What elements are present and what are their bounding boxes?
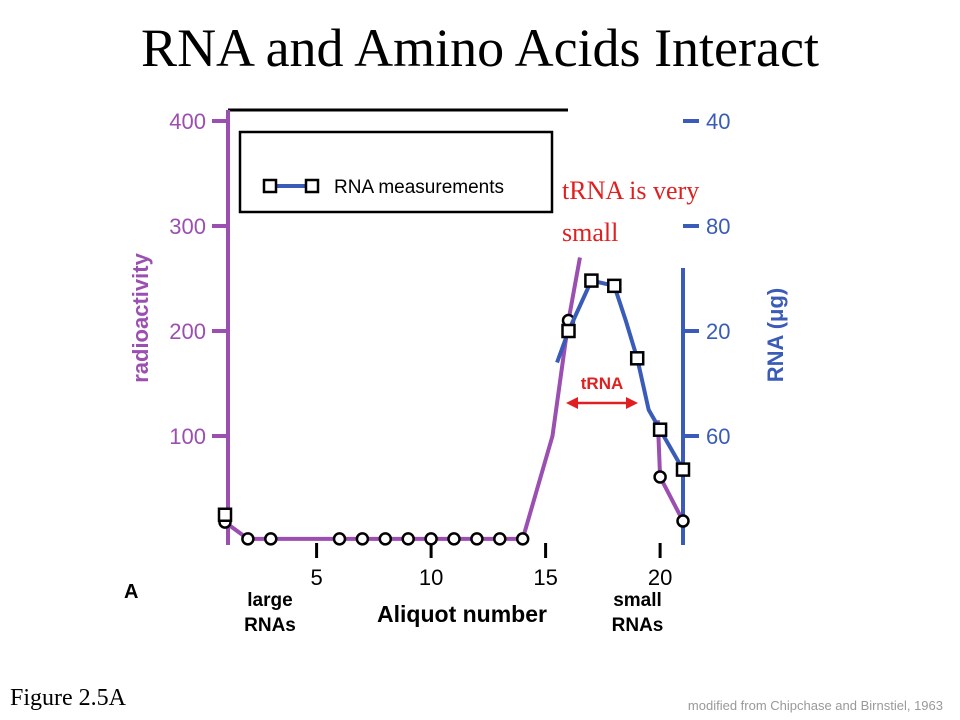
x-tick-label: 10 [419, 565, 443, 590]
circle-marker [332, 532, 347, 546]
left-note: large RNAs [244, 590, 296, 636]
square-marker [217, 507, 233, 522]
square-marker [629, 351, 645, 366]
range-arrow [566, 397, 638, 409]
left-note-box: large RNAs [244, 590, 296, 636]
credit: modified from Chipchase and Birnstiel, 1… [688, 698, 943, 713]
y-tick-label: 100 [169, 424, 206, 449]
y2-tick-label: 20 [706, 319, 730, 344]
legend-marker [262, 178, 278, 194]
y-axis-label: radioactivity [128, 252, 153, 382]
right-note-box: small RNAs [611, 590, 664, 636]
circle-marker [378, 532, 393, 546]
annotation: tRNA is very small [562, 170, 712, 254]
y-tick-label: 400 [169, 109, 206, 134]
circle-marker [470, 532, 484, 546]
x-tick-label: 5 [310, 565, 322, 590]
annotation-box: tRNA is very small [562, 170, 712, 254]
square-marker [561, 323, 576, 339]
slide-title: RNA and Amino Acids Interact [141, 18, 819, 78]
x-tick-label: 15 [533, 565, 557, 590]
figure-label: Figure 2.5A [10, 685, 127, 711]
circle-marker [653, 470, 667, 484]
y2-tick-label: 80 [706, 214, 730, 239]
circle-marker [424, 532, 438, 546]
circle-marker [447, 532, 461, 546]
circle-marker [355, 532, 370, 546]
square-marker [584, 273, 599, 288]
y2-tick-label: 40 [706, 109, 730, 134]
y-tick-label: 300 [169, 214, 206, 239]
y2-tick-label: 60 [706, 424, 730, 449]
circle-marker [401, 532, 415, 546]
right-note: small RNAs [611, 590, 664, 636]
x-axis-label: Aliquot number [377, 601, 547, 627]
y-tick-label: 200 [169, 319, 206, 344]
circle-marker [493, 532, 507, 546]
square-marker [607, 278, 622, 294]
y2-axis-label: RNA (μg) [763, 288, 788, 383]
square-marker [675, 462, 691, 477]
circle-marker [241, 532, 255, 546]
panel-label: A [124, 581, 138, 603]
x-tick-label: 20 [648, 565, 672, 590]
legend-box [238, 130, 554, 214]
series-line [223, 257, 685, 541]
circle-marker [264, 532, 278, 546]
legend-label: RNA measurements [334, 177, 504, 198]
range-label: tRNA [581, 374, 624, 393]
square-marker [652, 422, 668, 437]
circle-marker [676, 514, 690, 528]
circle-marker [515, 532, 530, 546]
legend-marker [304, 178, 320, 194]
